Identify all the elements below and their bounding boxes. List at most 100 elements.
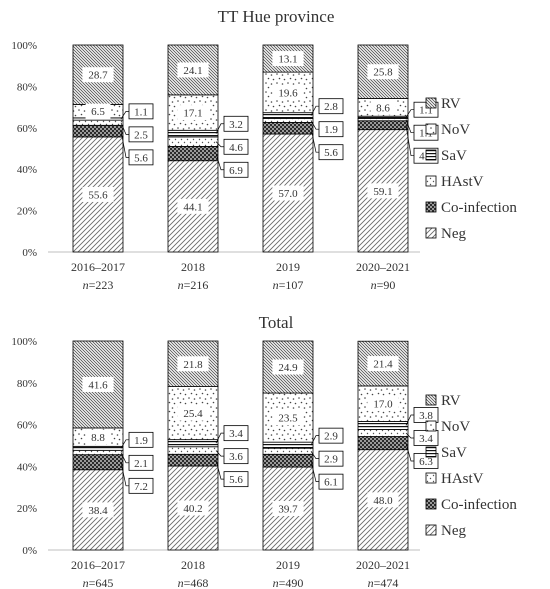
value-label: 25.4: [183, 408, 203, 420]
legend-label: Co-infection: [441, 200, 517, 216]
legend-label: SaV: [441, 148, 467, 164]
bar-segment-sav: [72, 445, 124, 451]
y-tick-label: 0%: [22, 545, 37, 557]
bar-segment-hastv: [72, 119, 124, 126]
callout-leader: [405, 125, 414, 157]
sample-size-label: n=107: [273, 278, 304, 292]
callout-label: 2.8: [324, 101, 338, 113]
value-label-box: [272, 359, 304, 375]
bar-segment-rv: [262, 44, 314, 73]
callout-leader: [120, 122, 129, 135]
value-label: 41.6: [88, 379, 108, 391]
callout-box: [128, 454, 154, 471]
bar-segment-co-infection: [72, 124, 124, 138]
callout-box: [318, 121, 344, 138]
bar-segment-hastv: [167, 136, 219, 147]
sample-size-label: n=645: [83, 576, 114, 589]
chart-panel-hue: TT Hue province 0% 20% 40% 60% 80% 100% 55.6 6…: [11, 7, 517, 292]
callout-box: [223, 448, 249, 465]
callout-leader: [405, 119, 414, 134]
value-label-box: [177, 405, 209, 421]
y-tick-label: 80%: [17, 81, 37, 93]
sample-size-label: n=216: [178, 278, 209, 292]
bar-segment-co-infection: [262, 122, 314, 135]
x-tick-label: 2016–2017: [71, 260, 125, 274]
legend-item-nov: NoV: [425, 122, 470, 138]
callout-label: 6.9: [229, 165, 243, 177]
bar-segment-hastv: [262, 118, 314, 123]
value-label: 55.6: [88, 189, 108, 201]
legend-swatch: [425, 175, 437, 187]
callout-label: 5.6: [134, 152, 148, 164]
legend-swatch: [425, 97, 437, 109]
callout-leader: [310, 435, 319, 446]
callout-label: 2.5: [134, 129, 148, 141]
y-tick-label: 60%: [17, 123, 37, 135]
y-tick-label: 80%: [17, 378, 37, 390]
x-tick-label: 2019: [276, 558, 300, 572]
x-tick-label: 2020–2021: [356, 260, 410, 274]
legend-item-co-infection: Co-infection: [425, 497, 517, 513]
callout-leader: [310, 128, 319, 153]
legend-swatch: [425, 420, 437, 432]
legend-item-co-infection: Co-infection: [425, 200, 517, 216]
value-label: 19.6: [278, 87, 298, 99]
legend-swatch: [425, 498, 437, 510]
callout-label: 6.3: [419, 456, 433, 468]
value-label-box: [272, 185, 304, 201]
chart-panel-total: Total 0% 20% 40% 60% 80% 100% 38.4 8.8 41.6 40.2…: [11, 313, 517, 589]
callout-label: 2.9: [324, 431, 338, 443]
legend-label: Co-infection: [441, 497, 517, 513]
x-tick-label: 2018: [181, 558, 205, 572]
legend-item-nov: NoV: [425, 419, 470, 435]
bar-segment-co-infection: [262, 453, 314, 468]
callout-label: 3.8: [419, 410, 433, 422]
bar-segment-co-infection: [357, 436, 409, 451]
callout-leader: [310, 105, 319, 116]
value-label-box: [177, 105, 209, 121]
callout-box: [128, 149, 154, 166]
callout-label: 6.1: [324, 477, 338, 489]
callout-box: [128, 126, 154, 143]
value-label: 13.1: [278, 54, 297, 66]
callout-label: 3.2: [229, 119, 243, 131]
bar-segment-rv: [262, 340, 314, 394]
value-label: 17.1: [183, 108, 202, 120]
callout-leader: [215, 432, 224, 444]
callout-leader: [120, 439, 129, 449]
value-label: 21.4: [373, 359, 393, 371]
callout-leader: [215, 450, 224, 457]
legend-swatch: [425, 123, 437, 135]
callout-leader: [120, 131, 129, 158]
legend-label: Neg: [441, 523, 466, 539]
legend-label: SaV: [441, 445, 467, 461]
y-tick-label: 20%: [17, 206, 37, 218]
callout-label: 3.6: [229, 451, 243, 463]
legend-swatch: [425, 149, 437, 161]
callout-box: [223, 138, 249, 155]
x-axis-labels: 2016–2017 n=645 2018 n=468 2019 n=490 2020–202…: [71, 558, 410, 589]
chart-title: TT Hue province: [218, 7, 335, 26]
bar-segment-sav: [167, 439, 219, 448]
value-label: 48.0: [373, 495, 393, 507]
bar-segment-rv: [357, 340, 409, 387]
callout-label: 1.9: [134, 435, 148, 447]
bar-segment-co-infection: [357, 120, 409, 131]
chart-title: Total: [259, 313, 294, 332]
value-label: 8.8: [91, 432, 105, 444]
callout-box: [223, 161, 249, 178]
value-label-box: [82, 67, 114, 83]
bars: [72, 340, 409, 551]
value-label: 23.5: [278, 413, 298, 425]
value-label: 44.1: [183, 201, 202, 213]
value-label-box: [367, 183, 399, 199]
callout-box: [128, 477, 154, 494]
callout-label: 1.9: [324, 124, 338, 136]
value-label: 40.2: [183, 503, 202, 515]
bar-segment-sav: [167, 129, 219, 138]
y-tick-label: 40%: [17, 461, 37, 473]
legend-label: HAstV: [441, 174, 484, 190]
sample-size-label: n=223: [83, 278, 114, 292]
bar-segment-sav: [262, 112, 314, 119]
